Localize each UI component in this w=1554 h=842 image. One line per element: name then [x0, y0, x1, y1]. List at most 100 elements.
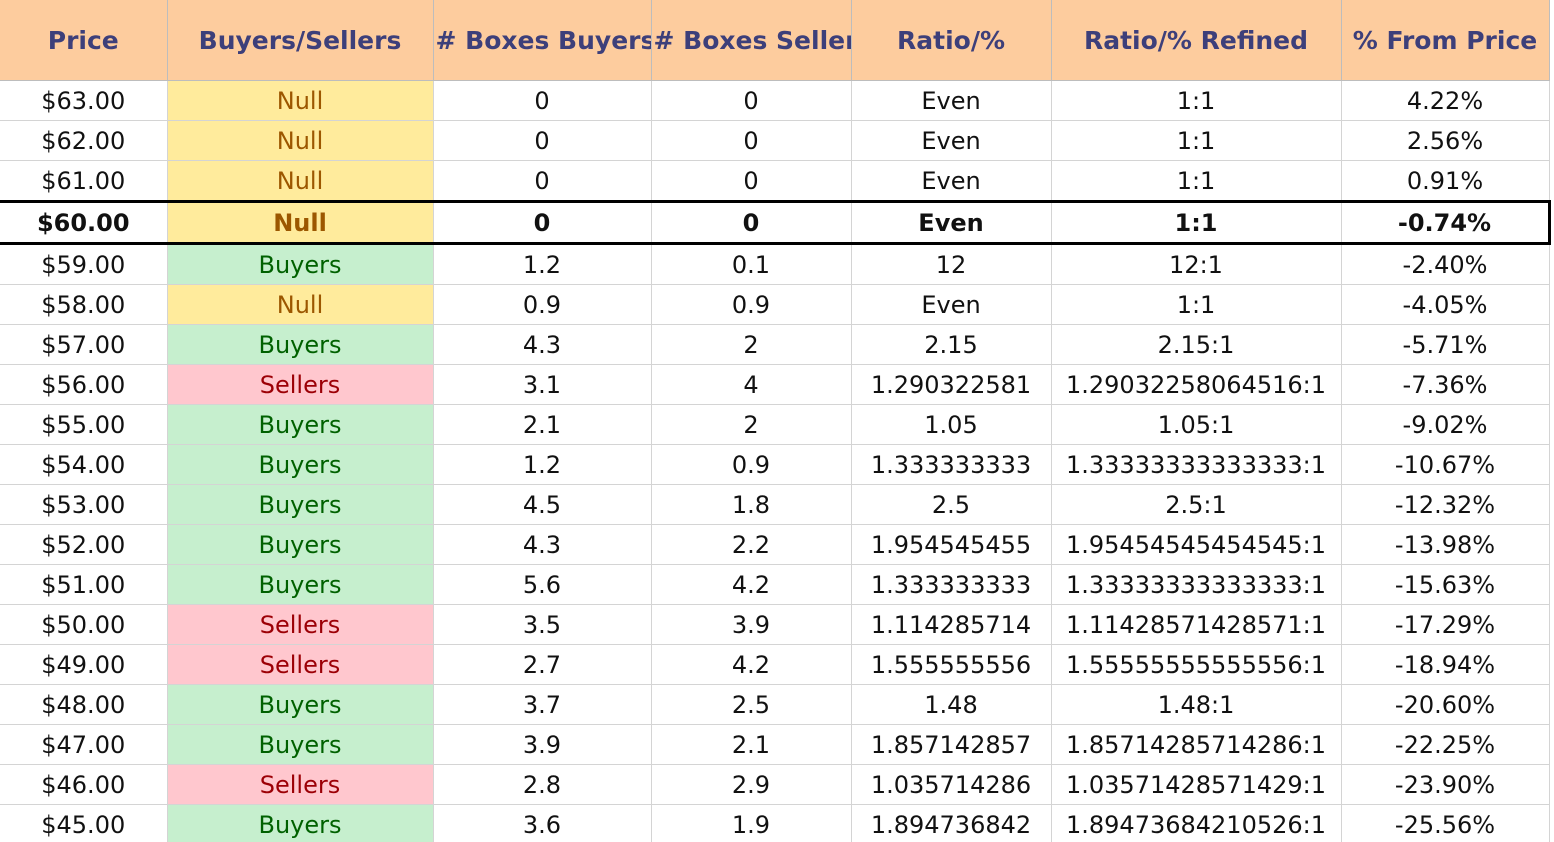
boxes-buyers-cell[interactable]: 0 [433, 160, 652, 202]
from-price-cell[interactable]: -15.63% [1341, 564, 1550, 605]
boxes-buyers-cell[interactable]: 3.7 [433, 684, 652, 725]
ratio-refined-cell[interactable]: 1:1 [1051, 200, 1342, 245]
signal-cell[interactable]: Sellers [167, 764, 434, 805]
boxes-sellers-cell[interactable]: 2.1 [651, 724, 852, 765]
from-price-cell[interactable]: 0.91% [1341, 160, 1550, 202]
ratio-refined-cell[interactable]: 1.48:1 [1051, 684, 1342, 725]
ratio-refined-cell[interactable]: 2.5:1 [1051, 484, 1342, 525]
boxes-sellers-cell[interactable]: 1.8 [651, 484, 852, 525]
boxes-sellers-cell[interactable]: 2.2 [651, 524, 852, 565]
ratio-cell[interactable]: 1.05 [851, 404, 1052, 445]
ratio-refined-cell[interactable]: 1.05:1 [1051, 404, 1342, 445]
boxes-buyers-cell[interactable]: 1.2 [433, 444, 652, 485]
boxes-buyers-cell[interactable]: 0 [433, 200, 652, 245]
boxes-buyers-cell[interactable]: 3.6 [433, 804, 652, 842]
signal-cell[interactable]: Null [167, 200, 434, 245]
ratio-cell[interactable]: 1.333333333 [851, 444, 1052, 485]
from-price-cell[interactable]: -0.74% [1341, 200, 1551, 245]
from-price-cell[interactable]: -13.98% [1341, 524, 1550, 565]
signal-cell[interactable]: Null [167, 80, 434, 121]
boxes-buyers-cell[interactable]: 2.1 [433, 404, 652, 445]
ratio-refined-cell[interactable]: 2.15:1 [1051, 324, 1342, 365]
ratio-cell[interactable]: 1.114285714 [851, 604, 1052, 645]
boxes-sellers-cell[interactable]: 3.9 [651, 604, 852, 645]
boxes-buyers-cell[interactable]: 0.9 [433, 284, 652, 325]
ratio-cell[interactable]: 1.555555556 [851, 644, 1052, 685]
boxes-buyers-cell[interactable]: 4.3 [433, 324, 652, 365]
boxes-sellers-cell[interactable]: 2 [651, 324, 852, 365]
ratio-refined-cell[interactable]: 1.33333333333333:1 [1051, 564, 1342, 605]
from-price-cell[interactable]: 2.56% [1341, 120, 1550, 161]
from-price-cell[interactable]: 4.22% [1341, 80, 1550, 121]
from-price-cell[interactable]: -5.71% [1341, 324, 1550, 365]
price-cell[interactable]: $45.00 [0, 804, 168, 842]
from-price-cell[interactable]: -17.29% [1341, 604, 1550, 645]
boxes-sellers-cell[interactable]: 1.9 [651, 804, 852, 842]
signal-cell[interactable]: Buyers [167, 404, 434, 445]
header-boxes-sellers[interactable]: # Boxes Sellers [651, 0, 852, 81]
boxes-buyers-cell[interactable]: 5.6 [433, 564, 652, 605]
boxes-sellers-cell[interactable]: 2.9 [651, 764, 852, 805]
signal-cell[interactable]: Buyers [167, 804, 434, 842]
boxes-sellers-cell[interactable]: 2.5 [651, 684, 852, 725]
price-cell[interactable]: $49.00 [0, 644, 168, 685]
ratio-refined-cell[interactable]: 1.29032258064516:1 [1051, 364, 1342, 405]
ratio-cell[interactable]: 1.48 [851, 684, 1052, 725]
ratio-refined-cell[interactable]: 1.11428571428571:1 [1051, 604, 1342, 645]
signal-cell[interactable]: Buyers [167, 524, 434, 565]
boxes-buyers-cell[interactable]: 3.9 [433, 724, 652, 765]
boxes-buyers-cell[interactable]: 0 [433, 80, 652, 121]
ratio-refined-cell[interactable]: 1:1 [1051, 284, 1342, 325]
from-price-cell[interactable]: -18.94% [1341, 644, 1550, 685]
from-price-cell[interactable]: -9.02% [1341, 404, 1550, 445]
signal-cell[interactable]: Buyers [167, 484, 434, 525]
ratio-cell[interactable]: Even [851, 160, 1052, 202]
boxes-buyers-cell[interactable]: 3.5 [433, 604, 652, 645]
boxes-sellers-cell[interactable]: 0 [651, 160, 852, 202]
ratio-refined-cell[interactable]: 12:1 [1051, 243, 1342, 285]
ratio-refined-cell[interactable]: 1.55555555555556:1 [1051, 644, 1342, 685]
ratio-cell[interactable]: Even [851, 80, 1052, 121]
price-cell[interactable]: $56.00 [0, 364, 168, 405]
price-cell[interactable]: $57.00 [0, 324, 168, 365]
ratio-refined-cell[interactable]: 1.33333333333333:1 [1051, 444, 1342, 485]
price-cell[interactable]: $54.00 [0, 444, 168, 485]
price-cell[interactable]: $46.00 [0, 764, 168, 805]
signal-cell[interactable]: Null [167, 160, 434, 202]
ratio-refined-cell[interactable]: 1.85714285714286:1 [1051, 724, 1342, 765]
boxes-sellers-cell[interactable]: 0.9 [651, 444, 852, 485]
ratio-cell[interactable]: 1.290322581 [851, 364, 1052, 405]
ratio-refined-cell[interactable]: 1.03571428571429:1 [1051, 764, 1342, 805]
price-cell[interactable]: $53.00 [0, 484, 168, 525]
ratio-refined-cell[interactable]: 1:1 [1051, 120, 1342, 161]
ratio-cell[interactable]: 12 [851, 243, 1052, 285]
header-boxes-buyers[interactable]: # Boxes Buyers [433, 0, 652, 81]
price-cell[interactable]: $59.00 [0, 243, 168, 285]
header-ratio[interactable]: Ratio/% [851, 0, 1052, 81]
ratio-refined-cell[interactable]: 1:1 [1051, 80, 1342, 121]
ratio-cell[interactable]: 1.894736842 [851, 804, 1052, 842]
header-ratio-refined[interactable]: Ratio/% Refined [1051, 0, 1342, 81]
header-buyers-sellers[interactable]: Buyers/Sellers [167, 0, 434, 81]
ratio-cell[interactable]: Even [851, 284, 1052, 325]
ratio-cell[interactable]: 1.954545455 [851, 524, 1052, 565]
ratio-cell[interactable]: Even [851, 200, 1052, 245]
signal-cell[interactable]: Sellers [167, 644, 434, 685]
from-price-cell[interactable]: -23.90% [1341, 764, 1550, 805]
price-cell[interactable]: $58.00 [0, 284, 168, 325]
boxes-sellers-cell[interactable]: 4.2 [651, 644, 852, 685]
boxes-sellers-cell[interactable]: 0.1 [651, 243, 852, 285]
boxes-sellers-cell[interactable]: 4.2 [651, 564, 852, 605]
price-cell[interactable]: $47.00 [0, 724, 168, 765]
price-cell[interactable]: $63.00 [0, 80, 168, 121]
from-price-cell[interactable]: -7.36% [1341, 364, 1550, 405]
ratio-cell[interactable]: 2.15 [851, 324, 1052, 365]
ratio-cell[interactable]: 1.857142857 [851, 724, 1052, 765]
signal-cell[interactable]: Buyers [167, 724, 434, 765]
signal-cell[interactable]: Buyers [167, 684, 434, 725]
price-cell[interactable]: $51.00 [0, 564, 168, 605]
ratio-cell[interactable]: 1.035714286 [851, 764, 1052, 805]
ratio-refined-cell[interactable]: 1.95454545454545:1 [1051, 524, 1342, 565]
signal-cell[interactable]: Null [167, 120, 434, 161]
price-cell[interactable]: $60.00 [0, 200, 168, 245]
